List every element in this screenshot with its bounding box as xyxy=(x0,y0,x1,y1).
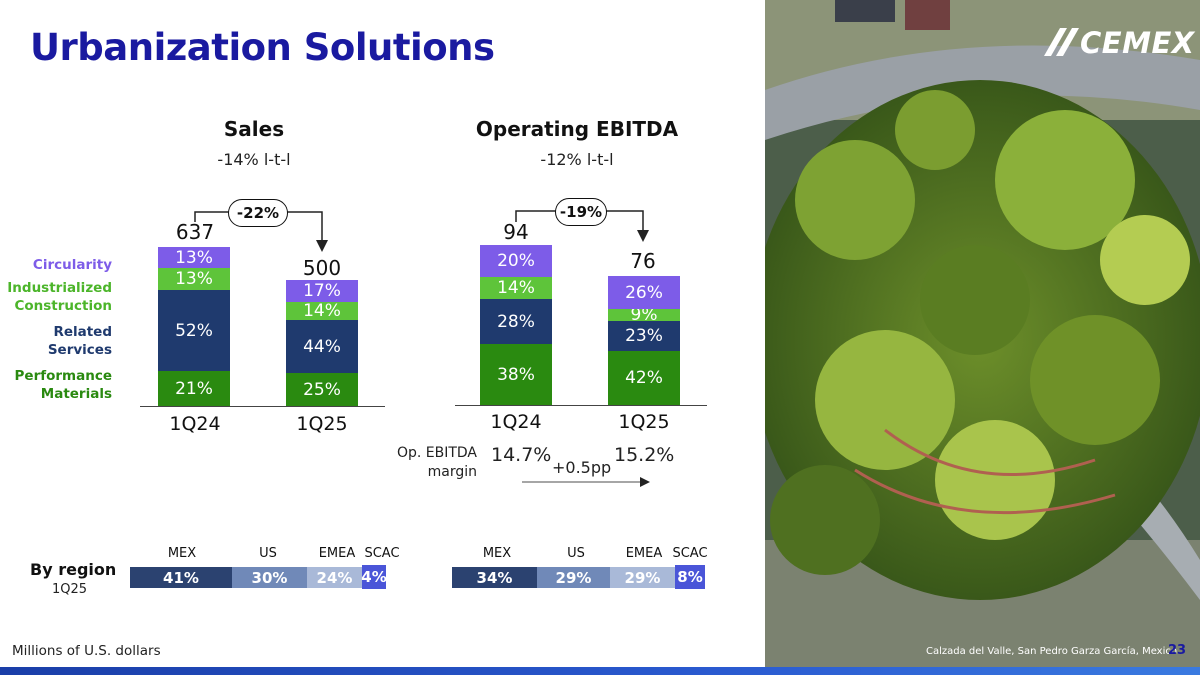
sales-change-pill: -22% xyxy=(228,199,288,227)
ebitda-1q25-related: 23% xyxy=(608,321,680,351)
ebitda-margin-change: +0.5pp xyxy=(552,458,612,477)
sales-region-head-emea: EMEA xyxy=(318,546,356,561)
ebitda-region-scac: 8% xyxy=(675,565,705,589)
sales-1q24-industrialized: 13% xyxy=(158,268,230,290)
sales-1q25-related: 44% xyxy=(286,320,358,373)
legend-performance-materials: Performance Materials xyxy=(14,368,112,402)
ebitda-1q24-related: 28% xyxy=(480,299,552,344)
ebitda-chart-title: Operating EBITDA xyxy=(475,117,679,141)
sales-chart-title: Sales xyxy=(223,117,285,141)
ebitda-region-head-emea: EMEA xyxy=(625,546,663,561)
ebitda-region-us: 29% xyxy=(537,567,610,588)
legend-circularity: Circularity xyxy=(32,257,112,273)
sales-region-scac: 4% xyxy=(361,565,387,589)
cemex-logo: CEMEX xyxy=(1040,22,1194,62)
by-region-label: By region xyxy=(30,560,117,579)
ebitda-1q24-circularity: 20% xyxy=(480,245,552,277)
sales-x-axis xyxy=(140,406,385,407)
legend-related-services: Related Services xyxy=(47,324,112,358)
sales-1q25-industrialized: 14% xyxy=(286,301,358,321)
sales-1q25-circularity: 17% xyxy=(286,280,358,302)
ebitda-1q24-industrialized: 14% xyxy=(480,277,552,299)
ebitda-margin-label: Op. EBITDA margin xyxy=(396,445,477,480)
cemex-logo-icon xyxy=(1044,28,1079,56)
ebitda-region-head-mex: MEX xyxy=(482,546,512,561)
bottom-accent-bar xyxy=(0,667,1200,675)
ebitda-xlabel-1q25: 1Q25 xyxy=(618,411,670,433)
ebitda-xlabel-1q24: 1Q24 xyxy=(490,411,542,433)
ebitda-chart-subtitle: -12% l-t-l xyxy=(540,150,614,169)
ebitda-1q25-circularity: 26% xyxy=(608,276,680,309)
sales-region-emea: 24% xyxy=(307,567,362,588)
ebitda-region-emea: 29% xyxy=(610,567,675,588)
aerial-photo xyxy=(765,0,1200,667)
ebitda-total-1q25: 76 xyxy=(630,249,656,273)
sales-xlabel-1q24: 1Q24 xyxy=(169,413,221,435)
ebitda-change-pill: -19% xyxy=(555,198,607,226)
sales-region-mex: 41% xyxy=(130,567,232,588)
photo-caption: Calzada del Valle, San Pedro Garza Garcí… xyxy=(926,646,1177,657)
sales-region-head-mex: MEX xyxy=(167,546,197,561)
ebitda-total-1q24: 94 xyxy=(503,220,529,244)
sales-total-1q24: 637 xyxy=(175,220,215,244)
margin-arrow-icon xyxy=(522,477,650,487)
page-title: Urbanization Solutions xyxy=(30,26,495,69)
ebitda-region-head-scac: SCAC xyxy=(672,546,708,561)
legend-industrialized-construction: Industrialized Construction xyxy=(7,280,112,314)
sales-total-1q25: 500 xyxy=(302,256,342,280)
sales-1q25-performance: 25% xyxy=(286,373,358,406)
footnote: Millions of U.S. dollars xyxy=(12,643,161,659)
ebitda-1q25-industrialized: 9% xyxy=(608,305,680,325)
sales-1q24-related: 52% xyxy=(158,290,230,371)
page-number: 23 xyxy=(1168,643,1187,658)
ebitda-1q24-performance: 38% xyxy=(480,344,552,405)
ebitda-x-axis xyxy=(455,405,707,406)
sales-1q24-performance: 21% xyxy=(158,371,230,406)
ebitda-margin-1q25: 15.2% xyxy=(614,444,675,466)
sales-region-us: 30% xyxy=(232,567,307,588)
ebitda-1q25-performance: 42% xyxy=(608,351,680,405)
sales-region-head-us: US xyxy=(259,546,277,561)
ebitda-region-mex: 34% xyxy=(452,567,537,588)
sales-region-head-scac: SCAC xyxy=(364,546,400,561)
sales-1q24-circularity: 13% xyxy=(158,247,230,268)
sales-xlabel-1q25: 1Q25 xyxy=(296,413,348,435)
ebitda-region-head-us: US xyxy=(567,546,585,561)
ebitda-margin-1q24: 14.7% xyxy=(491,444,552,466)
sales-chart-subtitle: -14% l-t-l xyxy=(217,150,291,169)
by-region-period: 1Q25 xyxy=(52,582,88,597)
cemex-logo-text: CEMEX xyxy=(1080,26,1195,60)
